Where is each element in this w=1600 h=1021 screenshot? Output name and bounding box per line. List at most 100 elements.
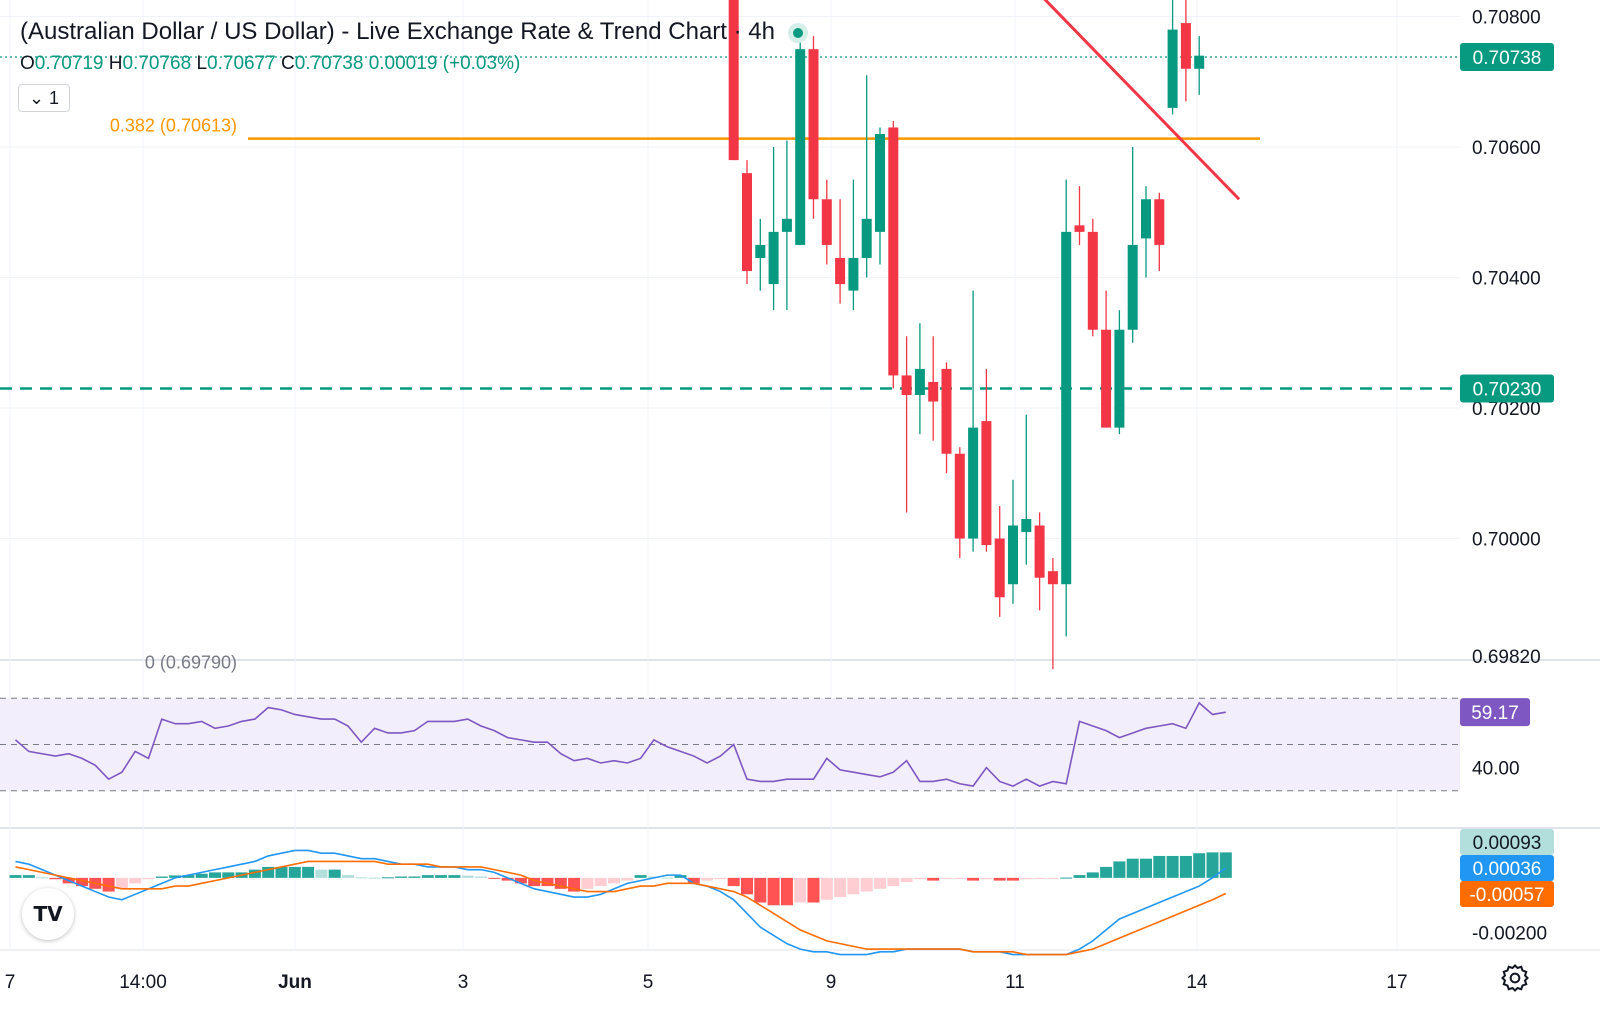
macd-histogram-bar [860, 877, 873, 892]
macd-histogram-bar [36, 877, 49, 879]
macd-value-badge-label: -0.00057 [1469, 885, 1544, 906]
candle-body [981, 421, 992, 546]
macd-histogram-bar [302, 866, 315, 878]
macd-histogram-bar [448, 875, 461, 878]
macd-histogram-bar [1193, 853, 1206, 878]
macd-value-badge [1460, 881, 1554, 907]
macd-histogram-bar [1126, 858, 1139, 878]
price-level-badge-label: 0.70738 [1473, 48, 1542, 69]
macd-histogram-bar [634, 875, 647, 878]
macd-histogram-bar [342, 875, 354, 878]
macd-histogram-bar [222, 872, 235, 878]
candle-body [1047, 571, 1058, 585]
macd-histogram-bar [621, 877, 634, 881]
macd-histogram-bar [421, 875, 434, 878]
macd-histogram-bar [1033, 877, 1046, 879]
candle-body [875, 134, 885, 232]
macd-histogram-bar [847, 877, 860, 895]
macd-histogram-bar [9, 875, 22, 878]
low-label: L [196, 53, 208, 74]
candle-body [795, 49, 806, 245]
candle-body [1021, 518, 1032, 533]
y-tick-label: 0.70400 [1472, 269, 1541, 290]
macd-histogram-bar [741, 877, 753, 895]
candle-body [1167, 29, 1178, 108]
macd-histogram-bar [408, 876, 421, 878]
candle-body [835, 257, 846, 285]
macd-histogram-bar [182, 875, 195, 878]
change-value: 0.00019 (+0.03%) [368, 53, 521, 74]
macd-value-badge-label: 0.00036 [1473, 859, 1542, 880]
macd-histogram-bar [874, 877, 886, 889]
macd-histogram-bar [395, 876, 408, 878]
macd-histogram-bar [195, 873, 208, 878]
macd-histogram-bar [1046, 877, 1059, 879]
macd-histogram-bar [142, 877, 155, 880]
x-tick-label: 3 [458, 972, 469, 993]
macd-histogram-bar [1166, 855, 1179, 878]
macd-histogram-bar [767, 877, 780, 906]
macd-histogram-bar [1140, 858, 1152, 878]
macd-histogram-bar [1060, 877, 1073, 879]
macd-histogram-bar [155, 876, 168, 878]
candle-body [728, 0, 739, 161]
macd-histogram-bar [953, 877, 966, 879]
macd-histogram-bar [248, 869, 261, 878]
macd-histogram-bar [76, 877, 88, 887]
rsi-value-badge-label: 59.17 [1471, 703, 1519, 724]
macd-histogram-bar [1020, 877, 1033, 880]
candle-body [888, 127, 899, 376]
open-label: O [20, 53, 35, 74]
fib-level-label: 0 (0.69790) [145, 653, 237, 673]
candle-body [1061, 231, 1072, 585]
x-tick-label: 17 [1386, 972, 1407, 993]
macd-histogram-bar [262, 866, 275, 878]
macd-histogram-bar [488, 877, 501, 879]
trendline [1043, 0, 1241, 201]
rsi-line [14, 701, 1226, 787]
interval-button[interactable]: ⌄ 1 [18, 84, 70, 112]
tradingview-logo-icon[interactable]: TV [22, 888, 74, 940]
macd-histogram-bar [315, 869, 328, 878]
macd-histogram-bar [913, 877, 926, 880]
candle-body [994, 538, 1005, 598]
macd-line [15, 849, 1227, 956]
macd-histogram-bar [381, 877, 394, 879]
macd-histogram-bar [701, 877, 714, 881]
price-level-badge [1460, 43, 1554, 72]
macd-histogram-bar [1153, 855, 1166, 878]
x-tick-label: 9 [826, 972, 837, 993]
macd-histogram-bar [528, 877, 541, 887]
y-tick-label: 0.70200 [1472, 399, 1541, 420]
macd-histogram-bar [115, 877, 128, 889]
rsi-tick-label: 40.00 [1472, 759, 1520, 780]
ohlc-legend: O0.70719 H0.70768 L0.70677 C0.70738 0.00… [20, 53, 520, 75]
y-tick-label: 0.70000 [1472, 530, 1541, 551]
macd-histogram-bar [501, 877, 514, 881]
fib-level-label: 0.382 (0.70613) [110, 116, 237, 136]
candle-body [954, 453, 965, 539]
macd-histogram-bar [49, 877, 62, 880]
macd-histogram-bar [514, 877, 527, 884]
macd-histogram-bar [993, 877, 1006, 881]
macd-value-badge-label: 0.00093 [1473, 833, 1542, 854]
macd-histogram-bar [727, 877, 740, 887]
candle-body [848, 257, 859, 291]
candle-body [1114, 329, 1125, 428]
chart-title: (Australian Dollar / US Dollar) - Live E… [20, 18, 803, 46]
macd-value-badge [1460, 829, 1554, 855]
high-label: H [108, 53, 123, 74]
candle-body [861, 218, 872, 258]
y-tick-label: 0.70800 [1472, 8, 1541, 29]
macd-histogram-bar [807, 877, 820, 903]
macd-histogram-bar [1113, 861, 1126, 878]
macd-histogram-bar [288, 866, 301, 878]
candle-body [742, 173, 752, 272]
macd-histogram-bar [169, 875, 182, 878]
y-tick-label: 0.69820 [1472, 647, 1541, 668]
chart-title-text: (Australian Dollar / US Dollar) - Live E… [20, 18, 775, 45]
x-tick-label: 7 [5, 972, 16, 993]
gear-icon[interactable] [1500, 963, 1530, 993]
macd-histogram-bar [461, 875, 474, 878]
